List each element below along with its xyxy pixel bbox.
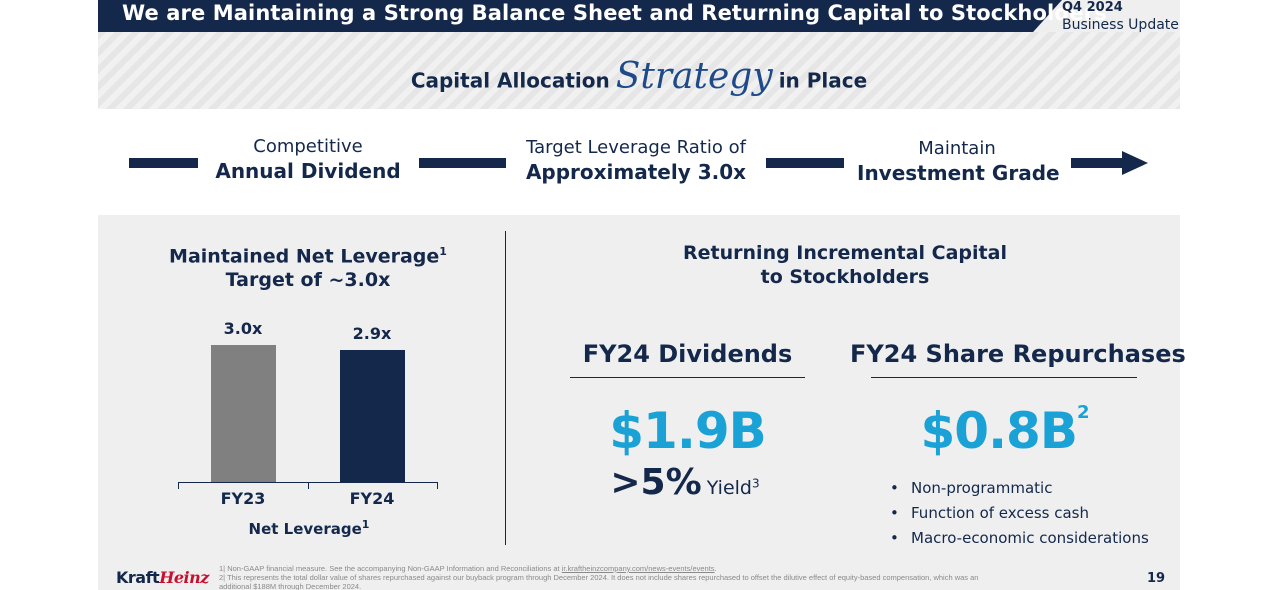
logo-part1: Kraft — [116, 568, 160, 587]
pillar-line2: Investment Grade — [857, 161, 1060, 185]
dividends-heading: FY24 Dividends — [582, 340, 793, 368]
footnote-1-link[interactable]: ir.kraftheinzcompany.com/news-events/eve… — [561, 564, 715, 573]
capital-title-line1: Returning Incremental Capital — [683, 242, 1007, 264]
heading-script-word: Strategy — [615, 56, 773, 97]
data-label: 3.0x — [223, 319, 263, 338]
kraft-heinz-logo: KraftHeinz — [116, 568, 209, 587]
axis-tick — [308, 482, 309, 489]
pillar-dividend: Competitive Annual Dividend — [208, 136, 408, 183]
pillar-line2: Annual Dividend — [215, 159, 401, 183]
arrow-shaft — [1071, 158, 1127, 168]
dash-middle — [419, 158, 506, 168]
slide-title: We are Maintaining a Strong Balance Shee… — [122, 1, 1107, 25]
hatched-banner — [98, 32, 1180, 110]
footnote-marker: 2 — [1076, 402, 1090, 423]
list-item: Macro-economic considerations — [890, 526, 1149, 551]
footnote-1-text: 1| Non-GAAP financial measure. See the a… — [219, 564, 560, 573]
category-label: FY23 — [220, 489, 266, 508]
net-leverage-chart: Net Leverage1 3.0x FY23 2.9x FY24 — [178, 319, 440, 540]
capital-return-section-title: Returning Incremental Capital to Stockho… — [680, 241, 1010, 289]
pillar-line1: Competitive — [253, 136, 363, 157]
repurchases-rule — [871, 377, 1137, 378]
section-divider — [505, 231, 506, 545]
pillars-band — [98, 109, 1180, 215]
leverage-section-title: Maintained Net Leverage1 Target of ~3.0x — [168, 240, 448, 292]
bar-fy23 — [210, 345, 276, 482]
data-label: 2.9x — [352, 324, 392, 343]
capital-title-line2: to Stockholders — [760, 266, 930, 288]
x-axis-label: Net Leverage1 — [178, 518, 440, 538]
footnote-2-cont: additional $188M through December 2024. — [219, 582, 362, 590]
pillar-line1: Maintain — [918, 138, 996, 159]
bar-fy24 — [339, 350, 405, 482]
dash-left — [129, 158, 198, 168]
yield-value: >5% — [610, 462, 702, 503]
dividend-yield: >5% Yield3 — [560, 462, 810, 503]
leverage-title-line1: Maintained Net Leverage — [169, 245, 440, 268]
title-bar — [98, 0, 1062, 32]
pillar-line1: Target Leverage Ratio of — [526, 137, 746, 158]
footnote-marker: 1 — [361, 518, 370, 531]
footnote-marker: 1 — [439, 245, 447, 258]
list-item: Non-programmatic — [890, 476, 1149, 501]
list-item: Function of excess cash — [890, 501, 1149, 526]
pillar-line2: Approximately 3.0x — [525, 160, 747, 184]
axis-tick — [437, 482, 438, 489]
arrow-right-icon — [1122, 151, 1148, 175]
category-label: FY24 — [349, 489, 395, 508]
repurchase-bullets: Non-programmatic Function of excess cash… — [890, 476, 1149, 551]
yield-label: Yield — [706, 477, 752, 499]
logo-part2: Heinz — [159, 568, 209, 587]
heading-prefix: Capital Allocation — [410, 68, 610, 93]
dash-right — [766, 158, 844, 168]
repurchases-heading: FY24 Share Repurchases — [850, 340, 1186, 368]
heading-suffix: in Place — [778, 68, 868, 93]
pillar-leverage: Target Leverage Ratio of Approximately 3… — [521, 137, 751, 184]
footnote-1-end: . — [714, 564, 717, 573]
quarter-label: Q4 2024 — [1062, 0, 1123, 15]
footnote-marker: 3 — [752, 476, 760, 491]
footnote-2: 2| This represents the total dollar valu… — [219, 573, 979, 582]
repurchases-amount: $0.8B2 — [880, 402, 1130, 460]
business-update-label: Business Update — [1062, 17, 1179, 33]
dividends-amount: $1.9B — [609, 402, 766, 460]
pillar-investment-grade: Maintain Investment Grade — [857, 138, 1060, 185]
dividends-rule — [570, 377, 805, 378]
repurchases-amount-value: $0.8B — [920, 402, 1077, 460]
x-axis-label-text: Net Leverage — [248, 520, 362, 538]
leverage-title-line2: Target of ~3.0x — [225, 269, 391, 292]
page-number: 19 — [1147, 571, 1166, 586]
footnote-1: 1| Non-GAAP financial measure. See the a… — [219, 564, 717, 573]
capital-allocation-heading: Capital Allocation Strategy in Place — [0, 56, 1278, 101]
axis-tick — [178, 482, 179, 489]
